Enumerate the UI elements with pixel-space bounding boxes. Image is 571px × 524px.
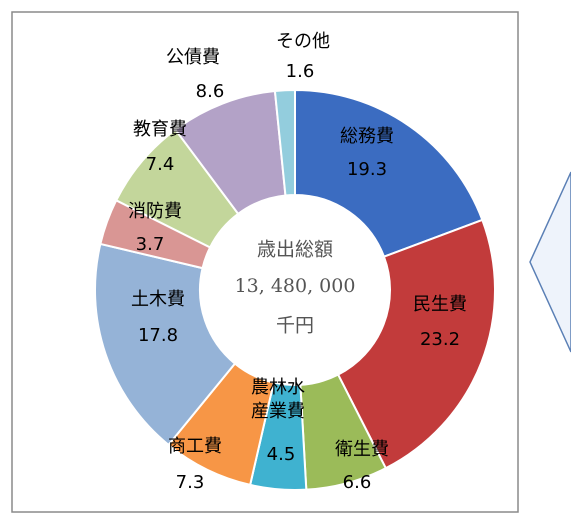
category-label: 土木費 <box>131 289 185 310</box>
value-label: 6.6 <box>342 472 372 493</box>
category-label: 公債費 <box>166 47 220 68</box>
category-label: その他 <box>276 31 330 52</box>
donut-slice <box>273 88 296 197</box>
category-label: 商工費 <box>168 436 222 457</box>
value-label: 23.2 <box>419 329 461 350</box>
category-label: 民生費 <box>413 294 467 315</box>
category-label: 総務費 <box>340 126 394 147</box>
category-label: 農林水産業費 <box>251 377 305 422</box>
value-label: 4.5 <box>266 444 296 465</box>
value-label: 7.3 <box>175 472 205 493</box>
category-label: 教育費 <box>133 119 187 140</box>
category-label: 衛生費 <box>335 439 389 460</box>
value-label: 1.6 <box>285 61 315 82</box>
category-label: 消防費 <box>128 201 182 222</box>
center-text: 千円 <box>275 314 315 337</box>
value-label: 7.4 <box>145 154 175 175</box>
frame <box>11 11 519 513</box>
donut-slice <box>94 242 237 447</box>
donut-slice <box>294 88 484 258</box>
center-text: 13, 480, 000 <box>234 275 356 297</box>
value-label: 17.8 <box>137 325 179 346</box>
donut-slice <box>336 218 496 470</box>
arrow-shape <box>529 171 571 353</box>
value-label: 8.6 <box>195 81 225 102</box>
value-label: 19.3 <box>346 159 388 180</box>
value-label: 3.7 <box>135 234 165 255</box>
center-text: 歳出総額 <box>256 238 334 261</box>
